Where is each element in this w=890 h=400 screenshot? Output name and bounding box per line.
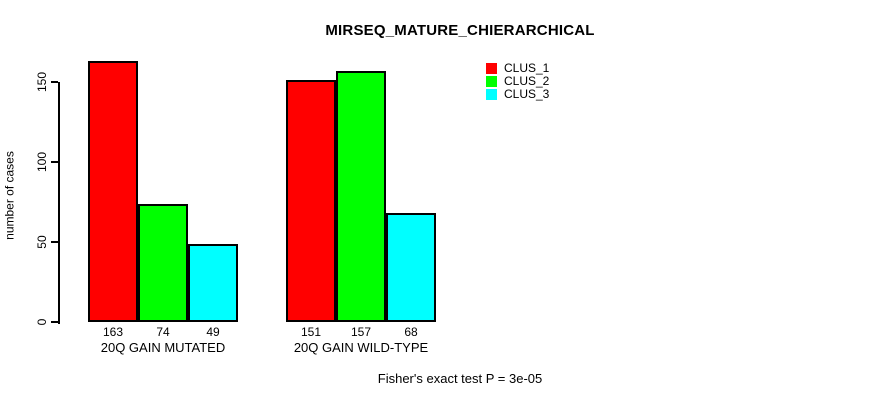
y-axis-tick-mark	[51, 321, 58, 323]
bar-value-label: 74	[156, 325, 170, 339]
y-axis-tick-label: 0	[35, 318, 49, 326]
x-axis-category-label: 20Q GAIN MUTATED	[100, 340, 226, 355]
legend-color-swatch	[486, 76, 497, 87]
x-axis-category-label: 20Q GAIN WILD-TYPE	[293, 340, 429, 355]
bar-value-label: 68	[404, 325, 418, 339]
y-axis-line	[58, 82, 60, 324]
y-axis-label: number of cases	[2, 151, 17, 240]
y-axis-tick-mark	[51, 81, 58, 83]
bar-clus_1	[88, 61, 138, 322]
bar-value-label: 163	[102, 325, 124, 339]
y-axis-tick-label: 100	[35, 151, 49, 173]
legend-color-swatch	[486, 63, 497, 74]
bar-clus_2	[138, 203, 188, 322]
bar-clus_2	[336, 70, 386, 322]
chart-title: MIRSEQ_MATURE_CHIERARCHICAL	[325, 22, 595, 39]
legend: CLUS_1 CLUS_2 CLUS_3	[486, 62, 549, 101]
y-axis-tick-mark	[51, 161, 58, 163]
bar-value-label: 49	[206, 325, 220, 339]
legend-item: CLUS_1	[486, 62, 549, 75]
bar-clus_3	[188, 243, 238, 322]
bar-clus_1	[286, 80, 336, 322]
bar-value-label: 151	[300, 325, 322, 339]
y-axis-tick-label: 150	[35, 71, 49, 93]
legend-item: CLUS_3	[486, 88, 549, 101]
legend-label: CLUS_3	[504, 87, 550, 101]
legend-label: CLUS_1	[504, 61, 550, 75]
y-axis-tick-mark	[51, 241, 58, 243]
footnote-pvalue: Fisher's exact test P = 3e-05	[377, 371, 543, 386]
bar-value-label: 157	[350, 325, 372, 339]
legend-item: CLUS_2	[486, 75, 549, 88]
legend-label: CLUS_2	[504, 74, 550, 88]
bar-clus_3	[386, 213, 436, 322]
legend-color-swatch	[486, 89, 497, 100]
y-axis-tick-label: 50	[35, 235, 49, 249]
